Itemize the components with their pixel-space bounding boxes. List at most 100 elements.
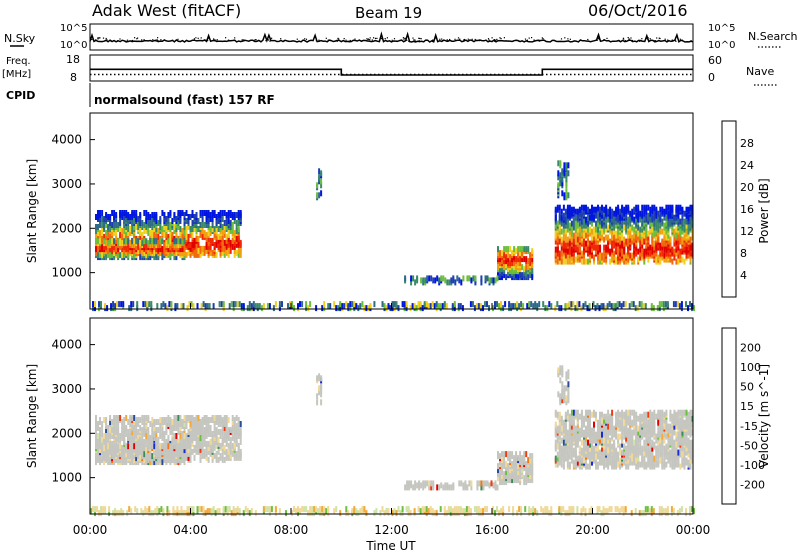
range-cell (210, 244, 212, 250)
power-colorbar: 282420161284 (722, 121, 754, 297)
range-cell (567, 450, 569, 456)
range-cell (663, 412, 665, 418)
range-cell (573, 207, 575, 213)
colorbar-tick-label: 16 (740, 203, 754, 216)
range-cell (597, 462, 599, 468)
range-cell (141, 415, 143, 421)
range-cell (159, 431, 161, 437)
range-cell (561, 176, 563, 182)
nsearch-point (106, 39, 107, 40)
range-cell (95, 415, 97, 421)
range-cell (561, 229, 563, 235)
range-cell (673, 237, 675, 243)
nsearch-point (157, 37, 158, 38)
range-cell (625, 253, 627, 259)
range-cell (222, 236, 224, 242)
range-cell (611, 434, 613, 440)
range-cell (145, 224, 147, 230)
range-cell (123, 425, 125, 431)
range-cell (139, 425, 141, 431)
range-cell (557, 205, 559, 211)
range-cell (196, 415, 198, 421)
range-cell (125, 443, 127, 449)
range-cell (585, 426, 587, 432)
range-cell (243, 303, 245, 309)
range-cell (597, 213, 599, 219)
nsearch-point (629, 38, 630, 39)
range-cell (613, 452, 615, 458)
range-cell (170, 301, 172, 307)
range-cell (182, 431, 184, 437)
range-cell (117, 222, 119, 228)
range-cell (226, 415, 228, 421)
range-cell (107, 425, 109, 431)
range-cell (169, 443, 171, 449)
range-cell (651, 430, 653, 436)
range-cell (665, 444, 667, 450)
range-cell (561, 438, 563, 444)
range-cell (194, 214, 196, 220)
range-cell (633, 227, 635, 233)
range-cell (673, 249, 675, 255)
nsearch-point (99, 37, 100, 38)
range-cell (517, 252, 519, 258)
range-cell (420, 277, 422, 283)
range-cell (565, 172, 567, 178)
range-cell (206, 415, 208, 421)
range-cell (645, 412, 647, 418)
range-cell (117, 415, 119, 421)
range-cell (605, 305, 607, 311)
range-cell (228, 417, 230, 423)
range-cell (139, 443, 141, 449)
range-cell (149, 230, 151, 236)
range-cell (571, 458, 573, 464)
range-cell (198, 415, 200, 421)
range-cell (141, 220, 143, 226)
range-cell (182, 210, 184, 216)
range-cell (637, 305, 639, 311)
nsearch-point (435, 38, 436, 39)
range-cell (221, 301, 223, 307)
range-cell (232, 443, 234, 449)
range-cell (607, 430, 609, 436)
range-cell (645, 422, 647, 428)
range-cell (631, 410, 633, 416)
range-cell (589, 227, 591, 233)
range-cell (629, 460, 631, 466)
range-cell (456, 275, 458, 281)
range-cell (214, 210, 216, 216)
range-cell (339, 301, 341, 307)
range-cell (436, 275, 438, 281)
range-cell (567, 259, 569, 265)
range-cell (432, 301, 434, 307)
nsearch-point (362, 40, 363, 41)
range-cell (611, 209, 613, 215)
nsearch-point (297, 39, 298, 40)
range-cell (176, 303, 178, 309)
range-cell (689, 301, 691, 307)
range-cell (206, 441, 208, 447)
range-cell (219, 301, 221, 307)
range-cell (603, 414, 605, 420)
range-cell (101, 455, 103, 461)
nsearch-point (630, 37, 631, 38)
range-cell (567, 205, 569, 211)
range-cell (684, 259, 686, 265)
range-cell (603, 207, 605, 213)
nsearch-point (415, 41, 416, 42)
range-cell (649, 410, 651, 416)
nsearch-point (172, 40, 173, 41)
range-cell (498, 303, 500, 309)
range-cell (394, 301, 396, 307)
range-cell (222, 417, 224, 423)
range-cell (101, 236, 103, 242)
range-cell (563, 257, 565, 263)
nsearch-point (91, 39, 92, 40)
range-cell (341, 303, 343, 309)
range-cell (671, 205, 673, 211)
range-cell (412, 303, 414, 309)
range-cell (571, 247, 573, 253)
nsearch-point (495, 40, 496, 41)
range-cell (559, 160, 561, 166)
range-cell (233, 301, 235, 307)
